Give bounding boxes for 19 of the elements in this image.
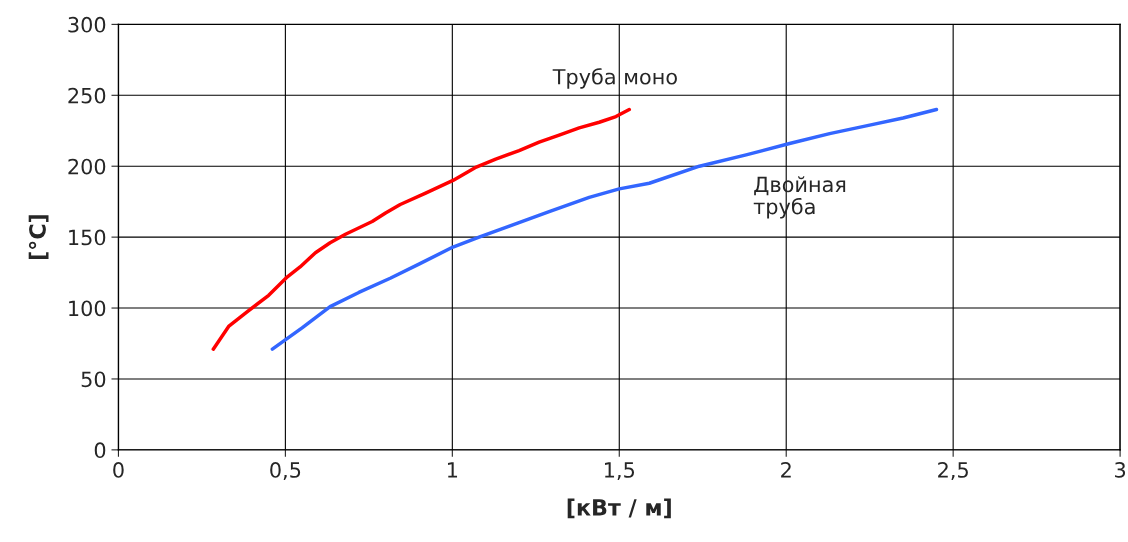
x-tick-label: 0 — [113, 462, 124, 478]
x-tick-label: 1,5 — [604, 462, 635, 480]
y-axis-title: [°C] — [28, 215, 49, 260]
series-label: Труба моно — [552, 68, 677, 89]
x-axis-title: [кВт / м] — [567, 498, 671, 519]
y-tick-label: 100 — [69, 300, 106, 317]
y-tick-label: 50 — [81, 371, 106, 388]
x-tick-label: 2,5 — [938, 462, 968, 480]
y-tick-label: 300 — [68, 16, 106, 33]
line-series — [211, 107, 632, 351]
line-series — [270, 107, 939, 351]
x-tick-label: 3 — [1115, 462, 1126, 478]
y-tick-label: 0 — [94, 442, 106, 459]
y-tick-label: 250 — [68, 87, 106, 104]
x-tick-label: 0,5 — [270, 462, 301, 480]
y-tick-label: 200 — [68, 158, 106, 175]
x-tick-label: 1 — [447, 462, 458, 478]
x-tick-label: 2 — [781, 462, 791, 478]
y-tick-label: 150 — [69, 229, 106, 246]
